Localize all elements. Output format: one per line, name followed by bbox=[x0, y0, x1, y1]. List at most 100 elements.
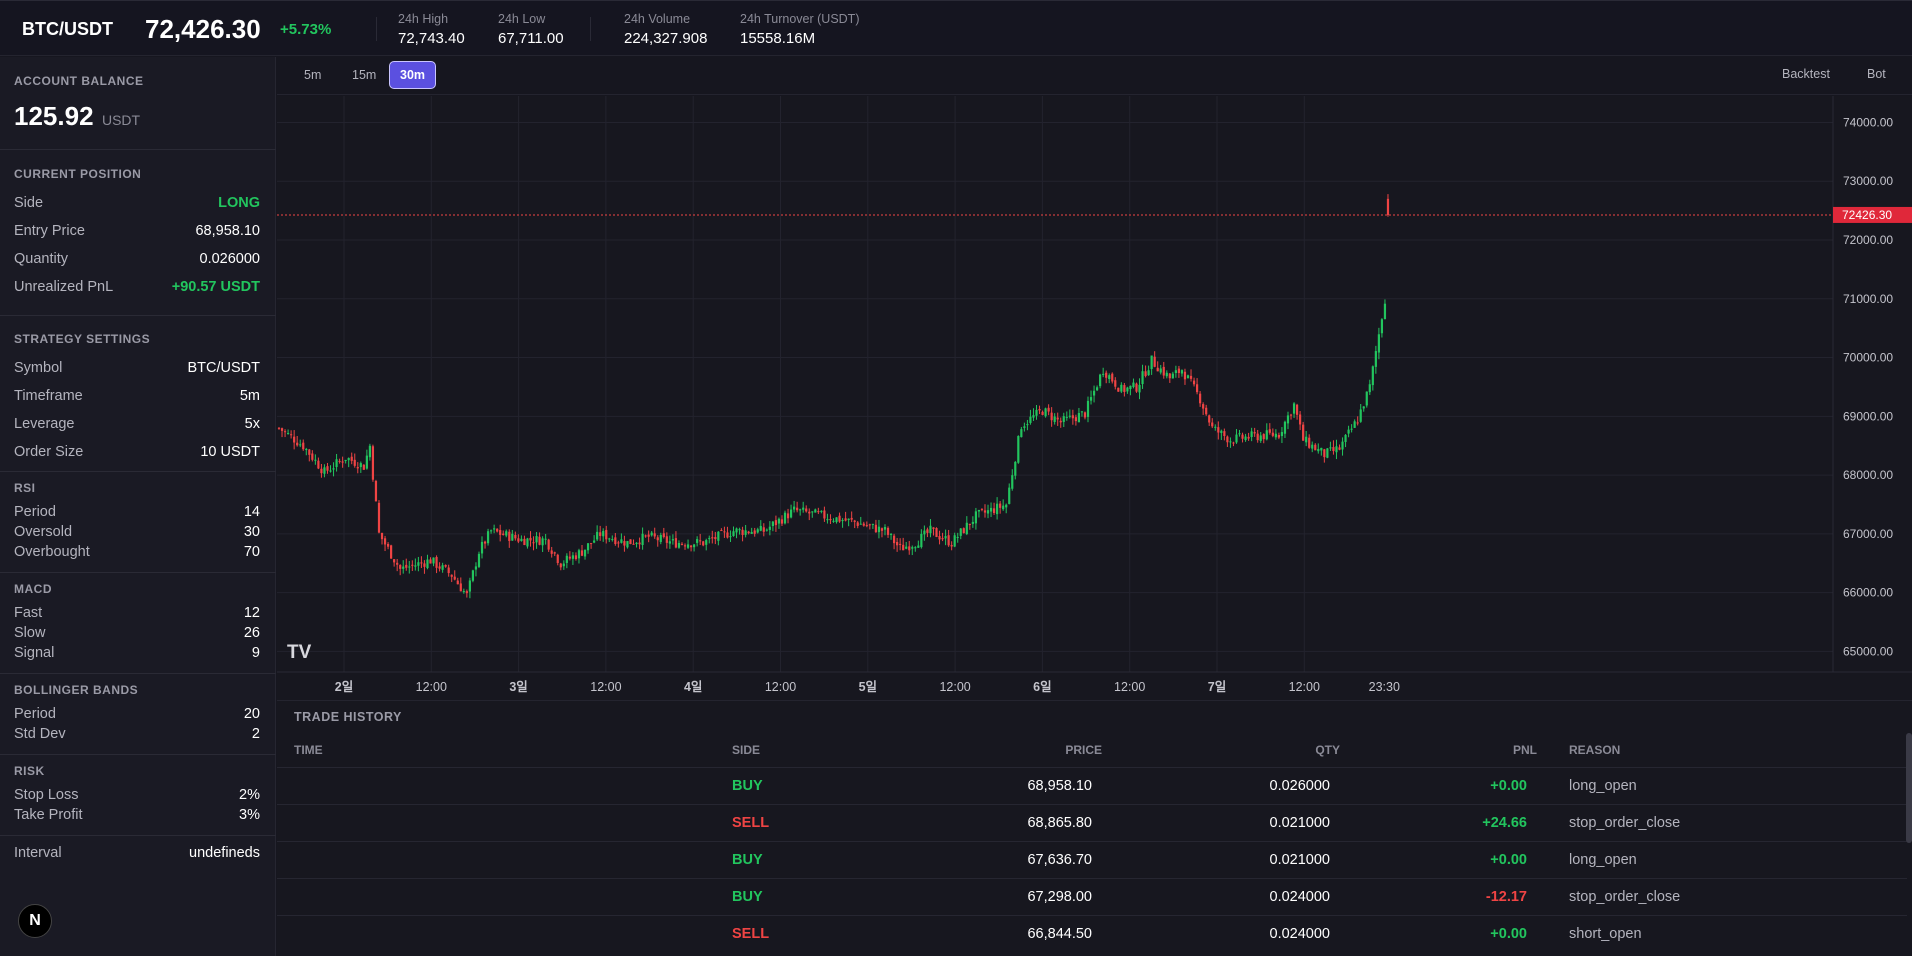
divider bbox=[0, 471, 276, 472]
candle-body bbox=[1317, 448, 1320, 452]
candle-body bbox=[538, 536, 541, 545]
table-row[interactable]: BUY 68,958.10 0.026000 +0.00 long_open bbox=[277, 767, 1907, 804]
strategy-settings-title: STRATEGY SETTINGS bbox=[14, 332, 151, 346]
cell-pnl: +0.00 bbox=[1490, 852, 1527, 868]
candlestick-chart[interactable]: 74000.00 73000.00 72000.00 71000.00 70000.00… bbox=[277, 96, 1912, 700]
ticker-header: BTC/USDT 72,426.30 +5.73% 24h High 72,74… bbox=[0, 0, 1912, 56]
candle-body bbox=[311, 453, 314, 460]
candle-body bbox=[750, 532, 753, 534]
candle-body bbox=[505, 531, 508, 536]
candle-body bbox=[759, 525, 762, 531]
x-axis-tick-label: 12:00 bbox=[1114, 680, 1145, 694]
candle-body bbox=[359, 463, 362, 468]
cell-price: 66,844.50 bbox=[1027, 926, 1092, 942]
candle-body bbox=[1238, 433, 1241, 435]
candle-body bbox=[432, 557, 435, 564]
y-axis-tick-label: 73000.00 bbox=[1843, 174, 1893, 188]
candle-body bbox=[1144, 371, 1147, 377]
candle-body bbox=[1120, 384, 1123, 392]
candle-body bbox=[1371, 366, 1374, 386]
price-chart[interactable]: 74000.00 73000.00 72000.00 71000.00 70000.00… bbox=[277, 96, 1912, 700]
trade-history-panel: TRADE HISTORY TIME SIDE PRICE QTY PNL RE… bbox=[277, 700, 1912, 956]
backtest-button[interactable]: Backtest bbox=[1782, 67, 1830, 81]
candle-body bbox=[356, 467, 359, 469]
candle-body bbox=[950, 545, 953, 547]
candle-body bbox=[383, 538, 387, 545]
unrealized-pnl-value: +90.57 USDT bbox=[171, 279, 260, 295]
candle-body bbox=[965, 522, 968, 535]
candle-body bbox=[1199, 393, 1202, 404]
timeframe-30m-button[interactable]: 30m bbox=[389, 61, 437, 89]
candle-body bbox=[944, 536, 947, 539]
candle-body bbox=[974, 511, 977, 524]
timeframe-15m-button[interactable]: 15m bbox=[352, 68, 377, 82]
candle-body bbox=[353, 459, 356, 466]
candle-body bbox=[1150, 355, 1153, 370]
row-label: Side bbox=[14, 195, 44, 211]
row-value: 5m bbox=[239, 388, 260, 404]
candle-body bbox=[417, 562, 420, 566]
candle-body bbox=[699, 540, 702, 542]
candle-body bbox=[859, 523, 862, 525]
candle-body bbox=[605, 529, 608, 540]
candle-body bbox=[511, 533, 514, 541]
candle-body bbox=[1008, 487, 1011, 504]
candle-body bbox=[450, 574, 453, 577]
candle-body bbox=[680, 543, 684, 545]
candle-body bbox=[447, 567, 450, 574]
candle-body bbox=[1083, 412, 1087, 418]
candle-body bbox=[305, 448, 308, 450]
chart-toolbar: 5m 15m 30m Backtest Bot bbox=[277, 57, 1912, 95]
n-logo-icon[interactable]: N bbox=[18, 904, 52, 938]
scrollbar[interactable] bbox=[1906, 733, 1912, 843]
col-pnl-header: PNL bbox=[1513, 743, 1537, 757]
col-time-header: TIME bbox=[294, 743, 323, 757]
candle-body bbox=[1341, 441, 1344, 450]
candle-body bbox=[926, 529, 929, 533]
cell-qty: 0.024000 bbox=[1269, 926, 1330, 942]
timeframe-5m-button[interactable]: 5m bbox=[304, 68, 322, 82]
candle-body bbox=[308, 449, 311, 455]
candle-body bbox=[441, 565, 444, 570]
candle-body bbox=[371, 446, 375, 480]
stat-24h-low: 24h Low 67,711.00 bbox=[498, 12, 564, 47]
stat-24h-turnover: 24h Turnover (USDT) 15558.16M bbox=[740, 12, 859, 47]
candle-body bbox=[1280, 432, 1284, 437]
stat-value: 72,743.40 bbox=[398, 30, 465, 47]
divider bbox=[0, 315, 276, 316]
candle-body bbox=[341, 461, 344, 463]
candle-body bbox=[1368, 384, 1371, 393]
candle-body bbox=[902, 544, 905, 551]
table-row[interactable]: SELL 66,844.50 0.024000 +0.00 short_open bbox=[277, 915, 1907, 952]
table-row[interactable]: BUY 67,636.70 0.021000 +0.00 long_open bbox=[277, 841, 1907, 878]
candle-body bbox=[1011, 475, 1014, 489]
table-row[interactable]: SELL 68,865.80 0.021000 +24.66 stop_order_cl… bbox=[277, 804, 1907, 841]
candle-body bbox=[302, 442, 305, 450]
candle-body bbox=[741, 529, 744, 535]
candle-body bbox=[1289, 414, 1293, 416]
candle-body bbox=[1044, 408, 1047, 417]
bot-button[interactable]: Bot bbox=[1867, 67, 1886, 81]
candle-body bbox=[1229, 441, 1232, 443]
candle-body bbox=[1111, 373, 1114, 382]
candle-body bbox=[380, 532, 384, 540]
candle-body bbox=[1171, 373, 1174, 379]
candle-body bbox=[1292, 403, 1296, 414]
candle-body bbox=[520, 538, 523, 542]
cell-price: 68,865.80 bbox=[1027, 815, 1092, 831]
candle-body bbox=[1147, 370, 1150, 376]
row-value: BTC/USDT bbox=[187, 360, 261, 376]
row-value: 3% bbox=[239, 807, 260, 823]
cell-qty: 0.026000 bbox=[1269, 778, 1330, 794]
cell-side: BUY bbox=[732, 889, 763, 905]
candle-body bbox=[1153, 356, 1156, 367]
candle-body bbox=[896, 541, 899, 546]
candle-body bbox=[1302, 424, 1305, 441]
candle-body bbox=[574, 555, 578, 560]
candle-body bbox=[423, 563, 426, 567]
candle-body bbox=[1323, 449, 1326, 458]
candle-body bbox=[753, 530, 756, 534]
candle-body bbox=[847, 518, 850, 520]
table-row[interactable]: BUY 67,298.00 0.024000 -12.17 stop_order_clo… bbox=[277, 878, 1907, 915]
candle-body bbox=[823, 510, 826, 519]
